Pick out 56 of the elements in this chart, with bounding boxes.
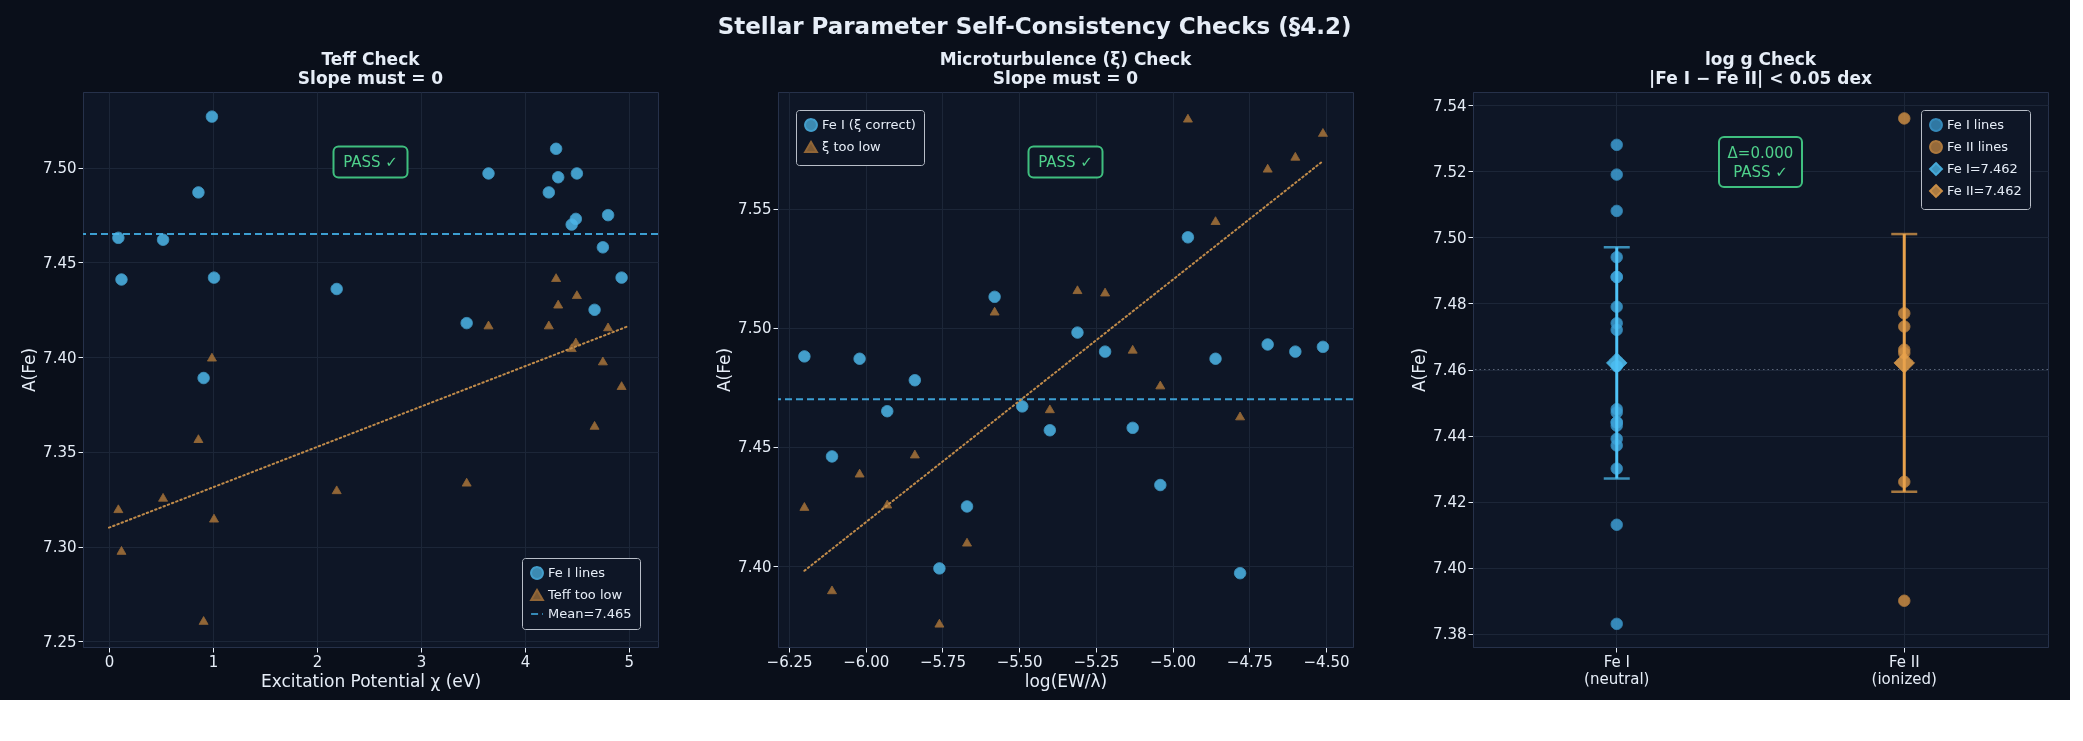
legend-label: Teff too low: [547, 587, 623, 602]
legend-label: Fe II=7.462: [1947, 183, 2022, 198]
y-tick-label: 7.35: [43, 443, 77, 462]
y-tick-label: 7.50: [1433, 228, 1467, 247]
x-tick-label: 1: [208, 652, 219, 671]
x-tick-label: 0: [104, 652, 115, 671]
y-tick-label: 7.44: [1433, 427, 1467, 446]
x-axis-title: log(EW/λ): [1024, 670, 1108, 691]
x-tick-label: −5.75: [919, 652, 966, 671]
y-tick-label: 7.54: [1433, 96, 1467, 115]
chart-title: Teff Check Slope must = 0: [297, 49, 444, 88]
y-tick-label: 7.40: [738, 557, 772, 576]
legend-label: ξ too low: [822, 139, 882, 154]
x-tick-label: 5: [624, 652, 635, 671]
y-tick-label: 7.45: [43, 253, 77, 272]
legend-label: Fe II lines: [1947, 139, 2009, 154]
x-tick-label: −4.75: [1226, 652, 1273, 671]
x-tick-label: −5.25: [1073, 652, 1120, 671]
y-tick-label: 7.42: [1433, 493, 1467, 512]
x-tick-label: −5.50: [996, 652, 1043, 671]
y-tick-label: 7.25: [43, 632, 77, 651]
legend-label: Fe I lines: [548, 565, 606, 580]
annotation: PASS ✓: [343, 153, 398, 171]
y-tick-label: 7.40: [1433, 559, 1467, 578]
x-tick-label: −6.00: [843, 652, 890, 671]
chart-title: log g Check |Fe I − Fe II| < 0.05 dex: [1649, 49, 1872, 88]
x-tick-label: 4: [520, 652, 531, 671]
legend-label: Fe I lines: [1947, 117, 2005, 132]
y-tick-label: 7.38: [1433, 625, 1467, 644]
x-tick-label: −5.00: [1150, 652, 1197, 671]
y-tick-label: 7.45: [738, 438, 772, 457]
annotation: PASS ✓: [1038, 153, 1093, 171]
y-tick-label: 7.55: [738, 200, 772, 219]
y-tick-label: 7.50: [738, 319, 772, 338]
legend-label: Fe I=7.462: [1947, 161, 2018, 176]
x-tick-label: 2: [312, 652, 323, 671]
y-tick-label: 7.48: [1433, 294, 1467, 313]
chart-title: Microturbulence (ξ) Check Slope must = 0: [939, 49, 1193, 88]
y-tick-label: 7.40: [43, 348, 77, 367]
x-tick-label: Fe I (neutral): [1584, 652, 1650, 688]
x-tick-label: 3: [416, 652, 427, 671]
y-axis-title: A(Fe): [1409, 347, 1430, 393]
y-axis-title: A(Fe): [714, 347, 735, 393]
y-tick-label: 7.50: [43, 159, 77, 178]
y-tick-label: 7.30: [43, 538, 77, 557]
text: Stellar Parameter Self-Consistency Checks (§4.2): [717, 12, 1352, 39]
x-tick-label: −6.25: [766, 652, 813, 671]
x-axis-title: Excitation Potential χ (eV): [260, 670, 482, 691]
y-tick-label: 7.46: [1433, 361, 1467, 379]
x-tick-label: Fe II (ionized): [1871, 652, 1937, 688]
y-axis-title: A(Fe): [19, 347, 40, 393]
y-tick-label: 7.52: [1433, 162, 1467, 181]
x-tick-label: −4.50: [1303, 652, 1350, 671]
legend-label: Fe I (ξ correct): [822, 117, 916, 132]
annotation: Δ=0.000 PASS ✓: [1727, 143, 1794, 181]
legend-label: Mean=7.465: [548, 606, 632, 621]
